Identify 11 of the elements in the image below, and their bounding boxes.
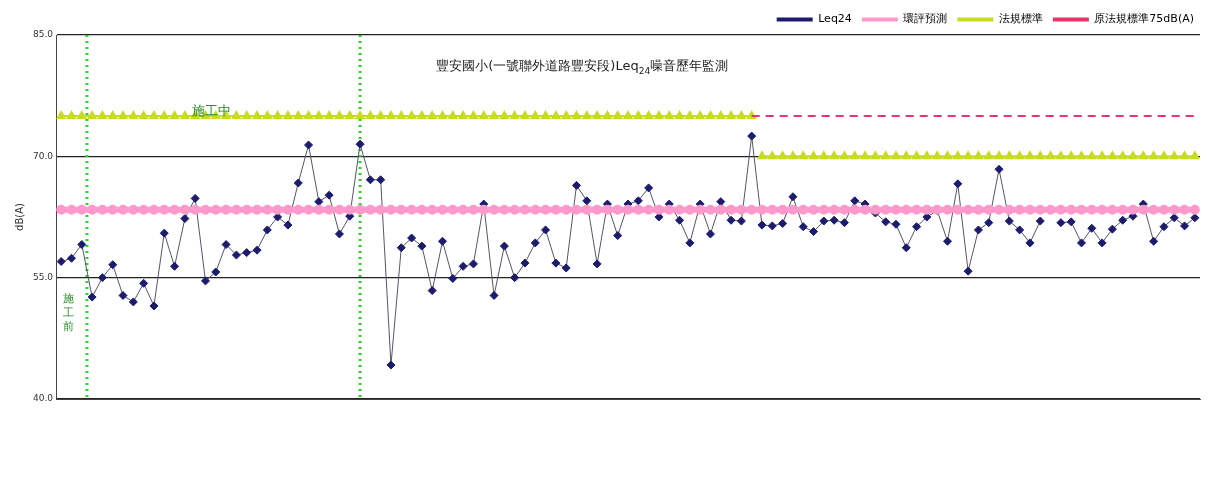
y-tick-label: 70.0: [32, 150, 54, 161]
annotation: 施工前: [62, 291, 74, 333]
legend-label: 法規標準: [998, 12, 1043, 26]
y-tick-label: 40.0: [32, 393, 54, 404]
y-tick-label: 85.0: [32, 29, 54, 40]
y-axis-title: dB(A): [13, 202, 25, 231]
legend-label: 原法規標準75dB(A): [1094, 12, 1195, 26]
y-tick-label: 55.0: [32, 272, 54, 283]
legend-label: 環評預測: [903, 12, 948, 26]
legend-label: Leq24: [818, 12, 852, 26]
annotation: 施工中: [191, 102, 231, 118]
